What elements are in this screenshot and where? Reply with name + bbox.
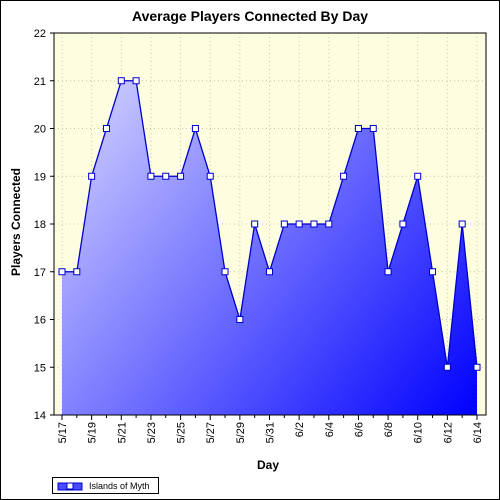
data-point: [251, 220, 259, 228]
x-tick-label: 5/29: [235, 422, 247, 443]
data-point: [177, 172, 185, 180]
data-point: [117, 77, 125, 85]
data-point: [443, 363, 451, 371]
x-tick-label: 5/25: [176, 422, 188, 443]
x-tick-label: 5/19: [87, 422, 99, 443]
data-point: [295, 220, 303, 228]
x-tick-label: 5/23: [146, 422, 158, 443]
y-tick-label: 22: [34, 28, 46, 40]
data-point: [102, 125, 110, 132]
x-tick-label: 6/8: [383, 422, 395, 437]
series-area: [62, 80, 477, 415]
data-point: [206, 172, 214, 180]
data-point: [414, 172, 422, 180]
y-tick-label: 19: [34, 171, 46, 183]
legend-label: Islands of Myth: [89, 480, 150, 491]
data-point: [162, 172, 170, 180]
y-tick-label: 18: [34, 219, 46, 231]
x-tick-label: 5/27: [205, 422, 217, 443]
data-point: [340, 172, 348, 180]
data-point: [354, 125, 362, 132]
x-tick-label: 6/12: [442, 422, 454, 443]
data-point: [88, 172, 96, 180]
data-point: [191, 125, 199, 132]
data-point: [310, 220, 318, 228]
legend-swatch: [57, 482, 83, 490]
data-point: [221, 268, 229, 276]
data-point: [280, 220, 288, 228]
data-point: [266, 268, 273, 276]
x-tick-label: 6/4: [324, 422, 336, 437]
y-tick-label: 15: [34, 362, 46, 374]
data-point: [325, 220, 333, 228]
y-tick-label: 17: [34, 267, 46, 279]
y-tick-label: 16: [34, 315, 46, 327]
legend: Islands of Myth: [52, 477, 159, 494]
x-tick-label: 6/10: [413, 422, 425, 443]
data-point: [458, 220, 466, 228]
data-point: [132, 77, 140, 85]
data-point: [73, 268, 81, 276]
y-tick-label: 20: [34, 124, 46, 136]
data-point: [369, 125, 377, 132]
x-tick-label: 6/6: [353, 422, 365, 437]
x-tick-label: 5/21: [116, 422, 128, 443]
x-axis-label: Day: [256, 458, 279, 472]
data-point: [58, 268, 66, 276]
x-tick-label: 6/14: [472, 422, 484, 443]
x-tick-label: 5/17: [57, 422, 69, 443]
data-point: [384, 268, 392, 276]
data-point: [473, 363, 481, 371]
y-tick-label: 21: [34, 76, 46, 88]
chart-title: Average Players Connected By Day: [131, 8, 369, 24]
data-point: [236, 316, 244, 323]
x-tick-label: 5/31: [265, 422, 277, 443]
data-point: [399, 220, 407, 228]
x-tick-label: 6/2: [294, 422, 306, 437]
data-point: [147, 172, 155, 180]
y-tick-label: 14: [34, 410, 46, 422]
data-point: [429, 268, 437, 276]
